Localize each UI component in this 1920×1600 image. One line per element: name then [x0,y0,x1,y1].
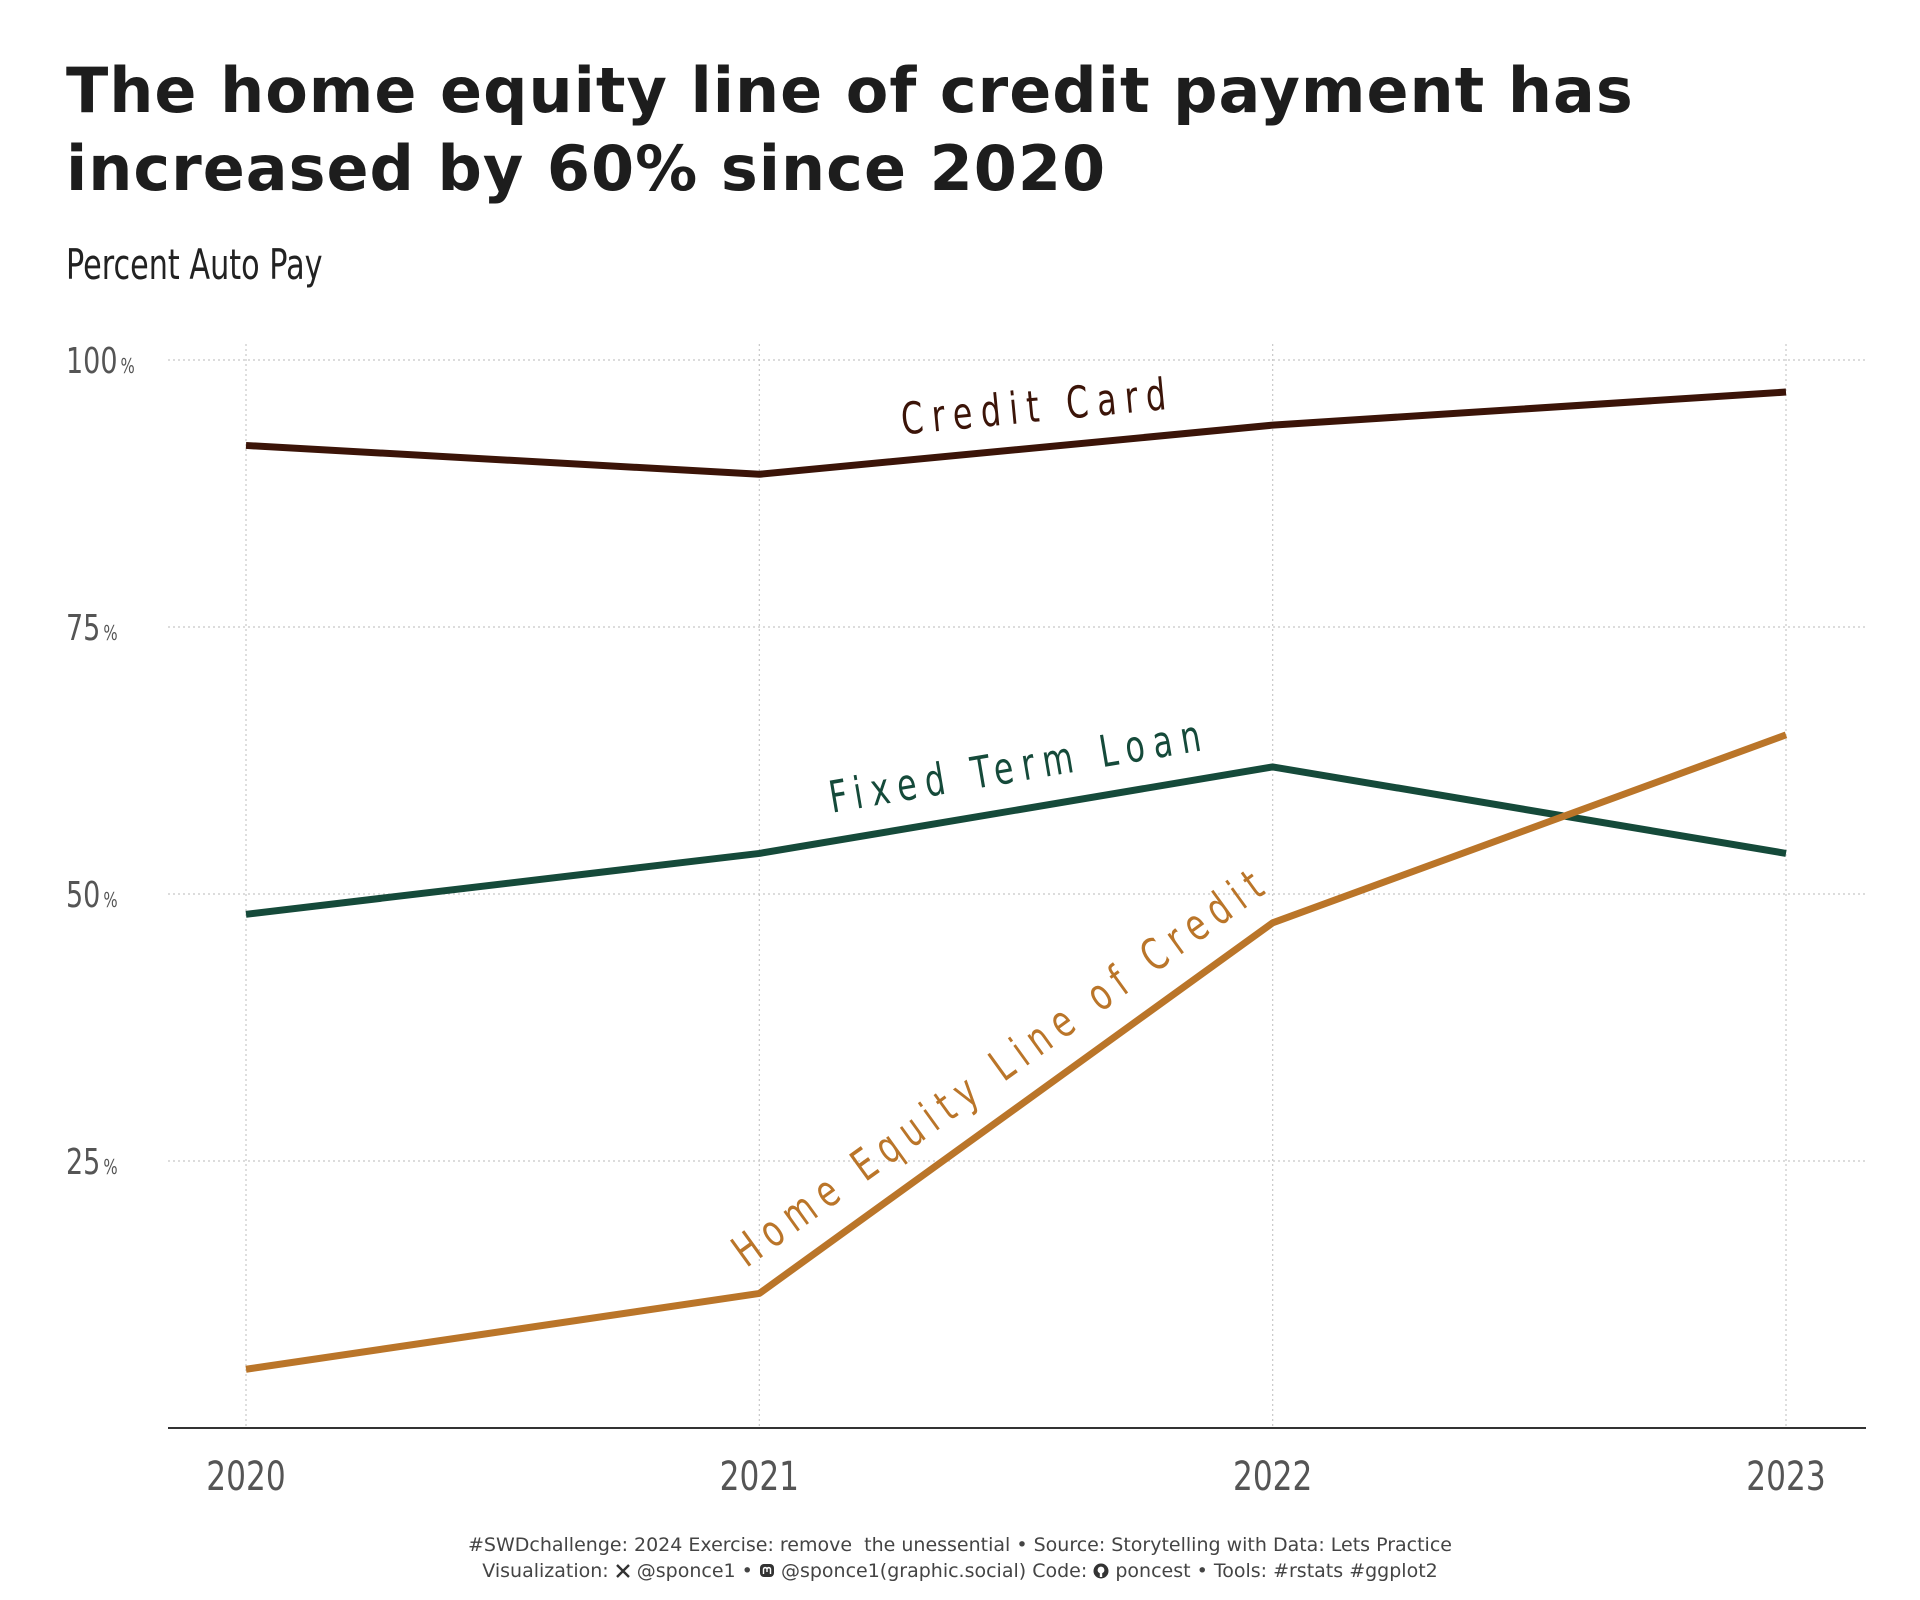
x-tick-label: 2021 [720,1454,799,1500]
y-tick-value: 50 [66,873,100,916]
caption-line-1: #SWDchallenge: 2024 Exercise: remove the… [0,1532,1920,1558]
line-chart: 25 %50 %75 %100% 2020 2021 2022 2023 Credit Ca… [66,339,1866,1500]
caption-x-handle: @sponce1 • [630,1560,759,1582]
y-tick-unit: % [103,890,117,913]
y-tick-unit: % [103,1157,117,1180]
y-tick-label: 50% [66,873,118,916]
caption-line-2: Visualization: @sponce1 • @sponce1(graph… [0,1558,1920,1584]
y-tick-unit: % [121,356,135,379]
y-tick-value: 100 [66,339,118,382]
y-tick-label: 25% [66,1140,118,1183]
x-tick-label: 2022 [1233,1454,1312,1500]
caption-visualization-label: Visualization: [482,1560,615,1582]
x-axis: 2020 2021 2022 2023 [168,1427,1866,1500]
x-tick-label: 2023 [1746,1454,1825,1500]
series-line [245,731,1788,1373]
series-line [245,388,1787,478]
series-line [245,763,1787,918]
mastodon-icon [759,1564,774,1577]
y-tick-value: 75 [66,606,100,649]
x-logo-icon [615,1564,630,1578]
caption-source: #SWDchallenge: 2024 Exercise: remove the… [468,1534,1452,1556]
y-tick-label: 100% [66,339,135,382]
y-tick-label: 75% [66,606,118,649]
series-label: Home Equity Line of Credit [723,855,1281,1278]
series-label: Credit Card [899,368,1177,446]
y-tick-unit: % [103,623,117,646]
chart-subtitle: Percent Auto Pay [66,240,323,289]
y-tick-value: 25 [66,1140,100,1183]
chart-title: The home equity line of credit payment h… [66,54,1634,205]
caption: #SWDchallenge: 2024 Exercise: remove the… [0,1532,1920,1584]
caption-github-handle: poncest • Tools: #rstats #ggplot2 [1109,1560,1438,1582]
caption-mastodon-handle: @sponce1(graphic.social) Code: [774,1560,1094,1582]
gridlines: 25 %50 %75 %100% [66,339,1866,1428]
github-icon [1093,1563,1109,1579]
series-lines [245,388,1788,1373]
x-tick-label: 2020 [206,1454,285,1500]
